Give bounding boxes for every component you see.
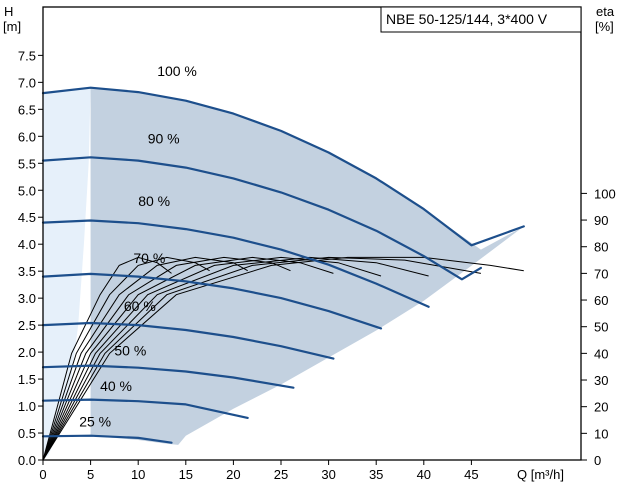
right-axis-label-unit: [%] <box>595 19 614 34</box>
x-tick-label: 25 <box>274 467 288 482</box>
y2-tick-label: 0 <box>594 453 601 468</box>
title-box: NBE 50-125/144, 3*400 V <box>380 6 582 33</box>
left-y-axis-ticks: 0.0 0.5 1.0 1.5 2.0 2.5 3.0 3.5 4.0 4.5 5.0 5.5 6.0 6… <box>18 48 43 468</box>
series-labels-layer: 100 % 90 % 80 % 70 % 60 % 50 % 40 % 25 % <box>79 63 197 430</box>
speed-label-60: 60 % <box>124 298 156 314</box>
y-tick-label: 3.0 <box>18 291 36 306</box>
efficiency-curve-8 <box>42 256 481 461</box>
y2-tick-label: 20 <box>594 400 608 415</box>
speed-label-40: 40 % <box>100 378 132 394</box>
x-tick-label: 20 <box>226 467 240 482</box>
y-tick-label: 4.5 <box>18 210 36 225</box>
efficiency-curve-6 <box>42 256 382 461</box>
y2-tick-label: 50 <box>594 320 608 335</box>
speed-label-90: 90 % <box>148 130 180 146</box>
y2-tick-label: 30 <box>594 373 608 388</box>
efficiency-curve-7 <box>42 256 429 461</box>
x-tick-label: 15 <box>179 467 193 482</box>
y-tick-label: 1.5 <box>18 372 36 387</box>
efficiency-curve-4 <box>42 256 291 461</box>
speed-label-70: 70 % <box>133 250 165 266</box>
left-axis-label-symbol: H <box>4 4 13 19</box>
right-y-axis-ticks: 0 10 20 30 40 50 60 70 80 90 100 <box>581 186 616 468</box>
x-tick-label: 0 <box>39 467 46 482</box>
y-tick-label: 7.5 <box>18 48 36 63</box>
left-axis-label-unit: [m] <box>3 19 21 34</box>
y2-tick-label: 80 <box>594 240 608 255</box>
speed-label-100: 100 % <box>157 63 197 79</box>
y2-tick-label: 60 <box>594 293 608 308</box>
y2-tick-label: 100 <box>594 186 616 201</box>
x-tick-label: 30 <box>321 467 335 482</box>
right-axis-label-symbol: eta <box>596 4 615 19</box>
y-tick-label: 7.0 <box>18 75 36 90</box>
head-curve-100 <box>41 86 525 247</box>
x-tick-label: 40 <box>417 467 431 482</box>
head-curve-60 <box>41 321 335 360</box>
head-curve-50 <box>41 364 295 389</box>
y-tick-label: 0.0 <box>18 453 36 468</box>
speed-label-80: 80 % <box>138 193 170 209</box>
efficiency-curve-9 <box>42 256 524 461</box>
x-tick-label: 35 <box>369 467 383 482</box>
head-curve-25 <box>41 434 173 444</box>
y-tick-label: 2.0 <box>18 345 36 360</box>
x-axis-label: Q [m³/h] <box>517 467 564 482</box>
y-tick-label: 1.0 <box>18 399 36 414</box>
head-curve-80 <box>41 219 430 308</box>
x-tick-label: 5 <box>87 467 94 482</box>
chart-title: NBE 50-125/144, 3*400 V <box>386 11 548 27</box>
y-tick-label: 3.5 <box>18 264 36 279</box>
y2-tick-label: 90 <box>594 213 608 228</box>
y-tick-label: 6.0 <box>18 129 36 144</box>
plot-frame <box>42 6 582 461</box>
operating-area <box>90 87 524 445</box>
y-tick-label: 4.0 <box>18 237 36 252</box>
head-curve-40 <box>41 398 249 419</box>
x-tick-label: 10 <box>131 467 145 482</box>
efficiency-curve-1 <box>42 256 172 461</box>
y-tick-label: 2.5 <box>18 318 36 333</box>
y-tick-label: 0.5 <box>18 426 36 441</box>
efficiency-curves-layer <box>42 256 524 461</box>
y-tick-label: 6.5 <box>18 102 36 117</box>
y2-tick-label: 40 <box>594 346 608 361</box>
x-axis-ticks: 0 5 10 15 20 25 30 35 40 45 <box>39 460 479 482</box>
x-tick-label: 45 <box>464 467 478 482</box>
speed-label-50: 50 % <box>114 342 146 358</box>
y-tick-label: 5.0 <box>18 183 36 198</box>
y2-tick-label: 10 <box>594 426 608 441</box>
y2-tick-label: 70 <box>594 266 608 281</box>
speed-label-25: 25 % <box>79 414 111 430</box>
y-tick-label: 5.5 <box>18 156 36 171</box>
operating-area-layer <box>90 87 524 445</box>
head-curve-90 <box>41 156 482 281</box>
head-curves-layer <box>41 86 525 444</box>
head-curve-70 <box>41 272 383 330</box>
